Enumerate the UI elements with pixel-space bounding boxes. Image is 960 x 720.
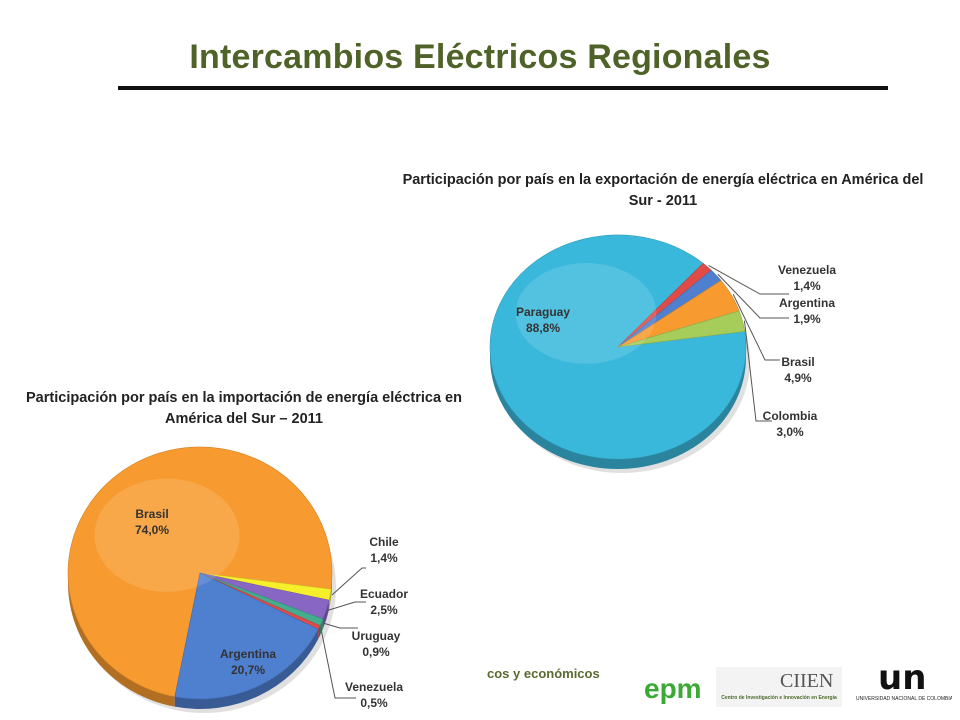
export-slice-name-argentina: Argentina <box>779 296 835 310</box>
import-slice-side-argentina <box>174 629 319 709</box>
footer-caption: cos y económicos <box>487 666 600 681</box>
ciien-logo: CIIEN Centro de Investigación e Innovaci… <box>716 667 842 707</box>
import-chart-title-line-1: Participación por país en la importación… <box>26 390 462 406</box>
import-slice-value-chile: 1,4% <box>370 551 398 565</box>
import-slice-name-ecuador: Ecuador <box>360 587 408 601</box>
import-slice-side-uruguay <box>319 619 323 636</box>
import-slice-value-ecuador: 2,5% <box>370 603 398 617</box>
export-leader-line-venezuela <box>708 265 789 295</box>
import-slice-argentina <box>174 572 319 700</box>
import-slice-name-venezuela: Venezuela <box>345 680 403 694</box>
export-slice-name-brasil: Brasil <box>781 355 814 369</box>
import-slice-label-argentina: Argentina 20,7% <box>220 647 276 677</box>
import-leader-line-chile <box>331 567 366 596</box>
export-chart-title: Participación por país en la exportación… <box>382 170 944 212</box>
import-slice-name-brasil: Brasil <box>135 507 168 521</box>
import-leader-line-ecuador <box>328 601 366 611</box>
un-logo-mark: un <box>878 658 927 698</box>
export-slice-name-paraguay: Paraguay <box>516 305 570 319</box>
ciien-logo-name: CIIEN <box>780 670 834 692</box>
export-slice-value-brasil: 4,9% <box>784 371 812 385</box>
import-chart-title-line-2: América del Sur – 2011 <box>165 411 323 427</box>
import-chart-title: Participación por país en la importación… <box>2 388 486 430</box>
import-slice-label-ecuador: Ecuador 2,5% <box>328 587 408 617</box>
import-slice-side-chile <box>328 589 331 611</box>
slide-title: Intercambios Eléctricos Regionales <box>189 38 771 76</box>
import-slice-label-brasil: Brasil 74,0% <box>135 507 169 537</box>
import-slice-side-brasil <box>68 573 175 707</box>
import-slice-label-chile: Chile 1,4% <box>331 535 399 596</box>
import-slice-side-venezuela <box>318 625 320 640</box>
import-slice-name-uruguay: Uruguay <box>352 629 401 643</box>
export-slice-value-venezuela: 1,4% <box>793 279 821 293</box>
un-logo: un UNIVERSIDAD NACIONAL DE COLOMBIA <box>856 658 952 710</box>
import-leader-line-uruguay <box>323 622 358 629</box>
import-slice-name-chile: Chile <box>369 535 399 549</box>
export-slice-label-venezuela: Venezuela 1,4% <box>708 263 836 295</box>
import-slice-label-venezuela: Venezuela 0,5% <box>320 628 403 710</box>
export-leader-line-colombia <box>743 320 772 422</box>
export-pie-highlight <box>515 263 657 364</box>
export-slice-value-colombia: 3,0% <box>776 425 804 439</box>
import-slice-name-argentina: Argentina <box>220 647 276 661</box>
title-divider <box>118 86 888 90</box>
epm-logo: epm <box>644 673 702 704</box>
export-slice-label-argentina: Argentina 1,9% <box>717 273 835 326</box>
export-leader-line-argentina <box>717 273 789 319</box>
export-pie-chart: Paraguay88,8%Venezuela1,4%Argentina1,9%B… <box>489 234 836 473</box>
un-logo-subtitle: UNIVERSIDAD NACIONAL DE COLOMBIA <box>856 696 952 702</box>
export-chart-title-line-1: Participación por país en la exportación… <box>402 172 924 188</box>
import-slice-side-ecuador <box>322 600 329 630</box>
import-slice-value-argentina: 20,7% <box>231 663 265 677</box>
import-slice-brasil <box>67 446 333 698</box>
export-slice-paraguay <box>489 234 747 460</box>
import-slice-label-uruguay: Uruguay 0,9% <box>323 622 401 659</box>
export-leader-line-brasil <box>732 294 780 361</box>
import-slice-value-brasil: 74,0% <box>135 523 169 537</box>
export-slice-name-colombia: Colombia <box>763 409 818 423</box>
import-pie-chart: Brasil 74,0% Chile 1,4% Ecuador 2,5% Uruguay 0,… <box>67 446 408 713</box>
export-slice-colombia <box>617 310 746 348</box>
import-pie-highlight <box>94 478 240 592</box>
import-slice-value-venezuela: 0,5% <box>360 696 388 710</box>
export-slice-name-venezuela: Venezuela <box>778 263 836 277</box>
export-slice-label-paraguay: Paraguay 88,8% <box>516 305 570 335</box>
export-slice-label-colombia: Colombia 3,0% <box>743 320 818 439</box>
import-slice-value-uruguay: 0,9% <box>362 645 390 659</box>
epm-logo-text: epm <box>644 673 702 704</box>
export-slice-label-brasil: Brasil 4,9% <box>732 294 815 385</box>
import-leader-line-venezuela <box>320 628 356 699</box>
export-slice-value-paraguay: 88,8% <box>526 321 560 335</box>
export-chart-title-line-2: Sur - 2011 <box>628 193 698 209</box>
ciien-logo-subtitle: Centro de Investigación e Innovación en … <box>721 695 837 701</box>
export-slice-value-argentina: 1,9% <box>793 312 821 326</box>
